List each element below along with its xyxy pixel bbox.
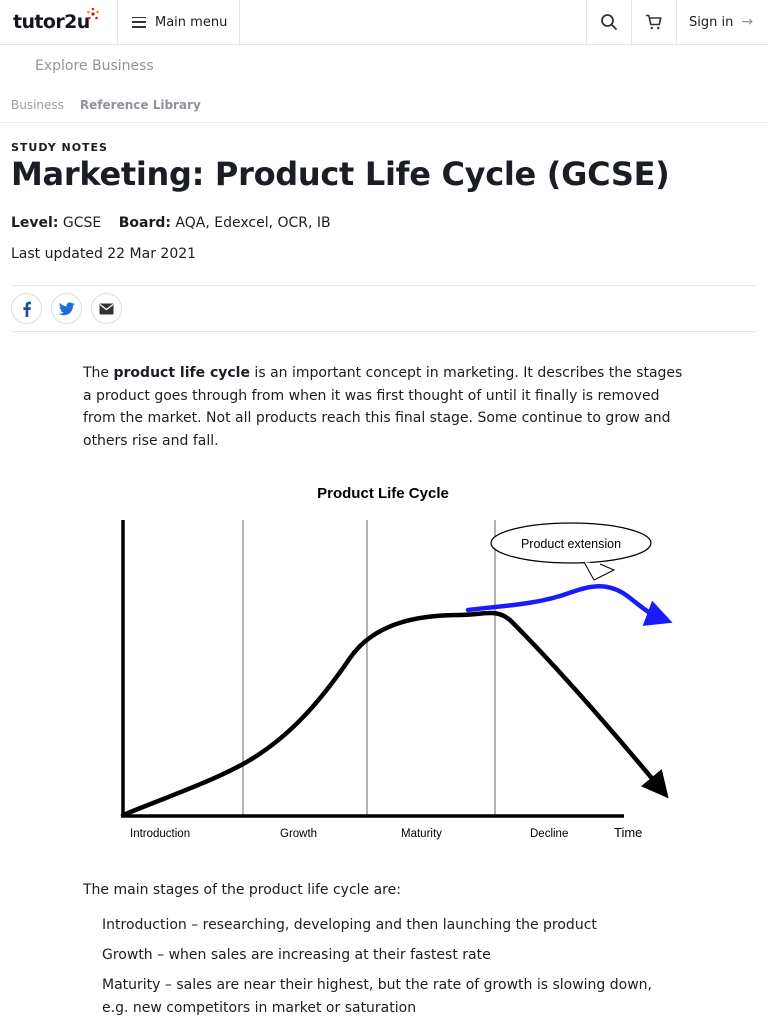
logo-text: tutor2u — [13, 11, 90, 33]
stage-label-introduction: Introduction — [130, 828, 190, 840]
time-axis-label: Time — [614, 825, 642, 840]
breadcrumb-reference-library[interactable]: Reference Library — [79, 98, 201, 112]
share-buttons — [11, 293, 122, 324]
article-kicker: STUDY NOTES — [11, 141, 108, 154]
share-email-button[interactable] — [91, 293, 122, 324]
top-navigation: tutor2u Main menu Sign in → — [0, 0, 768, 45]
main-menu-label: Main menu — [155, 14, 228, 30]
product-life-cycle-term: product life cycle — [113, 365, 250, 381]
facebook-icon — [22, 301, 31, 317]
logo-mark-icon — [87, 7, 99, 20]
divider — [11, 285, 757, 286]
cart-icon — [645, 14, 662, 30]
callout-pointer — [583, 561, 616, 581]
page-title: Marketing: Product Life Cycle (GCSE) — [11, 155, 670, 193]
share-twitter-button[interactable] — [51, 293, 82, 324]
explore-business-link[interactable]: Explore Business — [35, 58, 154, 74]
sales-curve — [120, 610, 669, 818]
last-updated: Last updated 22 Mar 2021 — [11, 246, 197, 262]
search-icon — [601, 14, 617, 30]
intro-paragraph: The product life cycle is an important c… — [83, 365, 683, 449]
site-logo[interactable]: tutor2u — [0, 0, 118, 44]
callout-bubble — [490, 522, 652, 564]
level-value: GCSE — [62, 215, 102, 231]
list-item: Introduction – researching, developing a… — [102, 917, 597, 933]
email-icon — [99, 303, 114, 314]
list-item: Growth – when sales are increasing at th… — [102, 947, 491, 963]
cart-button[interactable] — [631, 0, 676, 44]
sign-in-link[interactable]: Sign in → — [676, 0, 768, 44]
level-label: Level: — [11, 215, 59, 231]
twitter-icon — [58, 301, 75, 315]
extension-curve — [465, 584, 673, 626]
stage-label-maturity: Maturity — [401, 828, 442, 840]
divider — [11, 331, 757, 332]
hamburger-icon — [132, 16, 146, 28]
stages-intro: The main stages of the product life cycl… — [83, 882, 401, 898]
callout-label: Product extension — [521, 537, 621, 551]
stages-list: Introduction – researching, developing a… — [102, 914, 677, 1024]
main-menu-button[interactable]: Main menu — [118, 0, 240, 44]
arrow-right-icon: → — [741, 14, 754, 30]
article-meta: Level: GCSE Board: AQA, Edexcel, OCR, IB — [11, 215, 331, 231]
divider — [0, 122, 768, 123]
stage-label-growth: Growth — [280, 828, 317, 840]
share-facebook-button[interactable] — [11, 293, 42, 324]
list-item: Maturity – sales are near their highest,… — [102, 977, 652, 1016]
board-value: AQA, Edexcel, OCR, IB — [175, 215, 331, 231]
diagram-title: Product Life Cycle — [317, 485, 449, 502]
sign-in-label: Sign in — [689, 14, 734, 30]
stage-label-decline: Decline — [530, 828, 568, 840]
board-label: Board: — [118, 215, 171, 231]
search-button[interactable] — [586, 0, 631, 44]
product-life-cycle-diagram: Product Life Cycle Product extension Int… — [120, 485, 673, 840]
breadcrumb-business[interactable]: Business — [11, 98, 64, 112]
breadcrumb: Business Reference Library — [11, 98, 201, 112]
